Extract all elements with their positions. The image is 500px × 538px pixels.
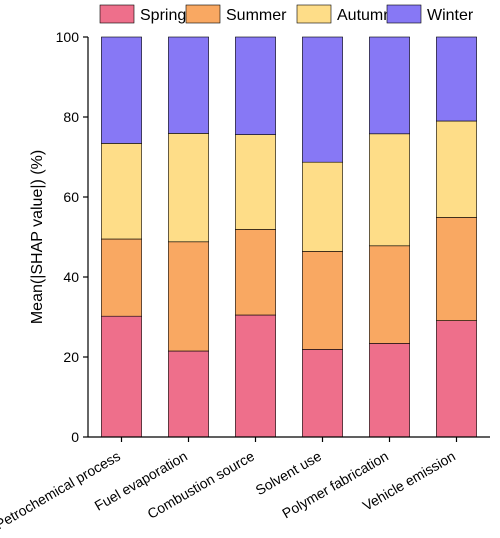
bar-segment <box>168 36 209 134</box>
bar-segment <box>436 320 477 438</box>
bar-segment <box>302 349 343 438</box>
bar-segment <box>436 120 477 218</box>
y-axis-label: Mean(|SHAP value|) (%) <box>29 150 46 324</box>
bar-segment <box>168 350 209 438</box>
bar-segment <box>302 36 343 163</box>
legend-swatch <box>99 4 135 24</box>
y-tick-label: 20 <box>63 349 79 365</box>
bar-segment <box>369 343 410 438</box>
legend-swatch <box>185 4 221 24</box>
legend-label: Winter <box>427 7 474 24</box>
legend-label: Autumn <box>337 7 392 24</box>
bar-segment <box>101 36 142 144</box>
bar-segment <box>235 134 276 230</box>
x-tick-label: Petrochemical process <box>0 448 123 533</box>
bar-segment <box>101 143 142 240</box>
bar-segment <box>302 161 343 252</box>
bar-segment <box>369 245 410 344</box>
bar-segment <box>101 238 142 317</box>
bar-segment <box>369 133 410 247</box>
bar-segment <box>101 315 142 438</box>
legend-label: Spring <box>140 7 186 24</box>
y-tick-label: 100 <box>56 29 80 45</box>
bar-segment <box>168 133 209 243</box>
bar-segment <box>302 251 343 350</box>
y-tick-label: 60 <box>63 189 79 205</box>
bar-segment <box>436 36 477 122</box>
bar-segment <box>235 229 276 316</box>
y-tick-label: 0 <box>71 429 79 445</box>
y-tick-label: 80 <box>63 109 79 125</box>
bar-segment <box>436 217 477 321</box>
y-tick-label: 40 <box>63 269 79 285</box>
legend-label: Summer <box>226 7 287 24</box>
legend-swatch <box>386 4 422 24</box>
bar-segment <box>235 314 276 438</box>
legend-swatch <box>296 4 332 24</box>
bar-segment <box>168 241 209 352</box>
bar-segment <box>235 36 276 135</box>
bar-segment <box>369 36 410 135</box>
